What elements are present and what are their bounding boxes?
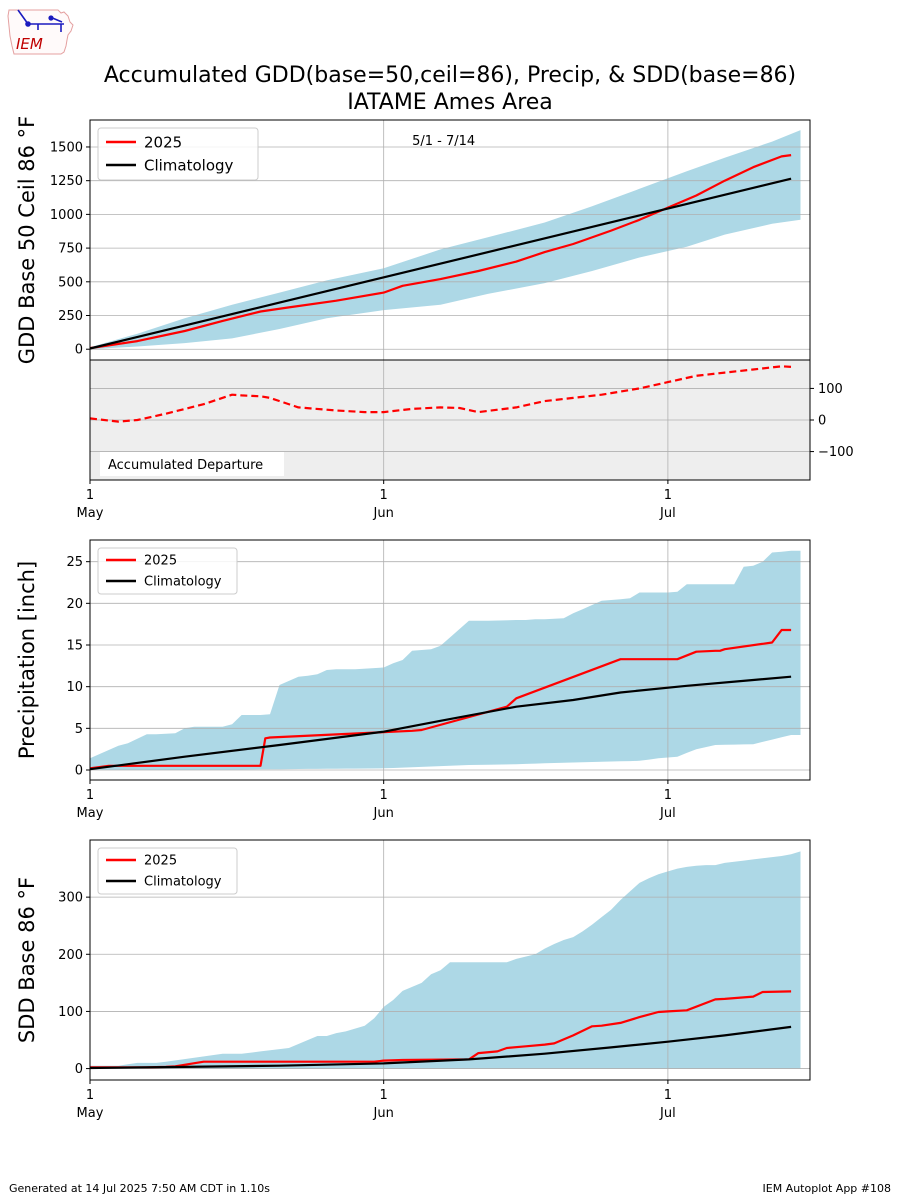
sdd-legend-label: Climatology	[144, 875, 222, 890]
precip-xtick-day: 1	[664, 788, 672, 803]
departure-label: Accumulated Departure	[108, 458, 263, 473]
precip-ytick-label: 25	[66, 555, 83, 570]
gdd-ytick-label: 500	[58, 275, 83, 290]
gdd-date-range-annotation: 5/1 - 7/14	[412, 134, 475, 149]
precip-ytick-label: 15	[66, 639, 83, 654]
precip-ytick-label: 20	[66, 597, 83, 612]
precip-ytick-label: 0	[75, 764, 83, 779]
precip-range-band	[90, 550, 801, 770]
precip-xtick-month: Jul	[659, 806, 676, 821]
precip-ytick-label: 10	[66, 680, 83, 695]
gdd-legend-label: Climatology	[144, 156, 234, 174]
sdd-ytick-label: 0	[75, 1062, 83, 1077]
departure-xtick-month: May	[77, 506, 104, 521]
gdd-frame	[89, 119, 811, 361]
departure-background	[90, 360, 810, 480]
sdd-ytick-label: 100	[58, 1005, 83, 1020]
sdd-frame	[89, 839, 811, 1081]
sdd-ytick-label: 300	[58, 891, 83, 906]
gdd-series-climatology	[89, 177, 792, 350]
precip-xtick-day: 1	[86, 788, 94, 803]
precip-legend-label: 2025	[144, 554, 177, 569]
sdd-xtick-day: 1	[380, 1088, 388, 1103]
precip-ylabel: Precipitation [inch]	[15, 561, 39, 759]
precip-xtick-month: May	[77, 806, 104, 821]
gdd-legend-label: 2025	[144, 133, 182, 151]
autoplot-app-label: IEM Autoplot App #108	[762, 1182, 892, 1195]
sdd-xtick-month: May	[77, 1106, 104, 1121]
departure-label-box	[100, 452, 284, 476]
gdd-ytick-label: 1000	[50, 208, 83, 223]
sdd-ytick-label: 200	[58, 948, 83, 963]
sdd-xtick-day: 1	[664, 1088, 672, 1103]
sdd-xtick-month: Jun	[373, 1106, 394, 1121]
gdd-ylabel: GDD Base 50 Ceil 86 °F	[15, 116, 39, 364]
gdd-panel: 0 250 500 750 1000 1250 1500 GDD Base 50 Ceil 8…	[15, 116, 811, 364]
gdd-ytick-label: 750	[58, 242, 83, 257]
precip-series-climatology	[89, 675, 792, 771]
gdd-range-band	[90, 130, 801, 350]
precip-xtick-month: Jun	[373, 806, 394, 821]
precip-ytick-label: 5	[75, 722, 83, 737]
departure-frame	[89, 359, 811, 481]
sdd-xtick-month: Jul	[659, 1106, 676, 1121]
gdd-ytick-label: 1250	[50, 174, 83, 189]
sdd-xtick-day: 1	[86, 1088, 94, 1103]
gdd-ytick-label: 1500	[50, 140, 83, 155]
departure-xtick-month: Jun	[373, 506, 394, 521]
departure-xtick-month: Jul	[659, 506, 676, 521]
departure-xtick-day: 1	[86, 488, 94, 503]
sdd-legend-label: 2025	[144, 854, 177, 869]
sdd-series-2025	[90, 990, 792, 1069]
sdd-range-band	[90, 851, 801, 1069]
gdd-series-2025	[89, 154, 792, 350]
precip-frame	[89, 539, 811, 781]
sdd-panel: 0 100 200 300 SDD Base 86 °F 2025 Climatology 1…	[15, 839, 811, 1121]
chart-title-line2: IATAME Ames Area	[347, 90, 553, 115]
precip-legend	[97, 547, 238, 595]
logo-text: IEM	[16, 35, 43, 53]
precip-legend-label: Climatology	[144, 575, 222, 590]
sdd-legend	[97, 847, 238, 895]
weather-station-icon	[17, 9, 64, 32]
iowa-state-outline-icon	[7, 9, 74, 55]
departure-xtick-day: 1	[664, 488, 672, 503]
gdd-legend	[97, 127, 259, 181]
precip-series-2025	[89, 628, 792, 770]
gdd-ytick-label: 0	[75, 343, 83, 358]
chart-title: Accumulated GDD(base=50,ceil=86), Precip…	[0, 62, 900, 116]
departure-xtick-day: 1	[380, 488, 388, 503]
departure-series-2025-departure	[89, 365, 792, 423]
departure-ytick-label: −100	[818, 445, 854, 460]
generated-timestamp: Generated at 14 Jul 2025 7:50 AM CDT in …	[9, 1182, 270, 1195]
iem-logo: IEM	[6, 6, 76, 60]
departure-panel: −100 0 100 Accumulated Departure 1 May 1 Jun 1 Ju…	[77, 359, 854, 521]
sdd-series-climatology	[89, 1025, 792, 1070]
sdd-ylabel: SDD Base 86 °F	[15, 877, 39, 1043]
chart-title-line1: Accumulated GDD(base=50,ceil=86), Precip…	[103, 63, 797, 88]
precip-xtick-day: 1	[380, 788, 388, 803]
departure-ytick-label: 100	[818, 382, 843, 397]
departure-ytick-label: 0	[818, 414, 826, 429]
gdd-ytick-label: 250	[58, 309, 83, 324]
